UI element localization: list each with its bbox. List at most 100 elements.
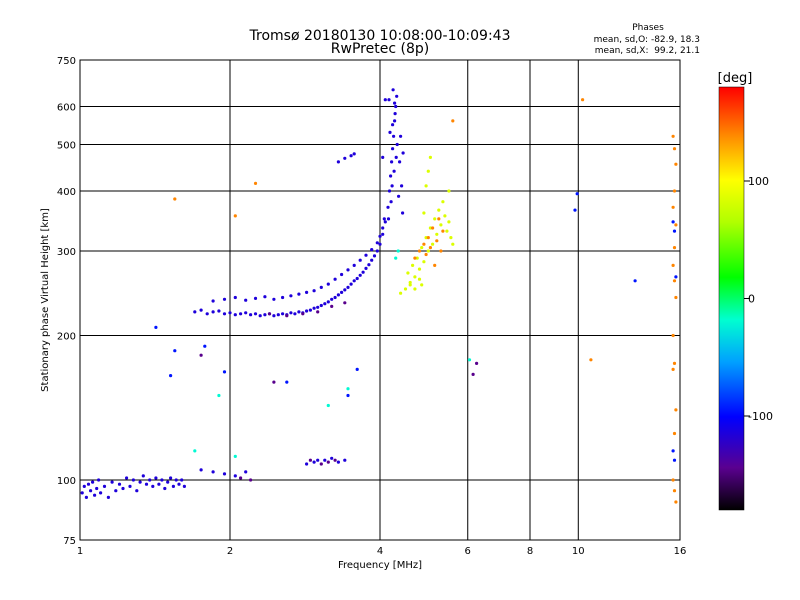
- data-point: [394, 104, 398, 109]
- data-point: [244, 470, 248, 474]
- data-point: [370, 258, 374, 262]
- data-point: [199, 353, 203, 357]
- data-point: [381, 155, 385, 159]
- data-point: [391, 123, 395, 127]
- data-point: [289, 294, 293, 298]
- colorbar-tick-label: 100: [748, 175, 769, 188]
- data-point: [451, 242, 455, 246]
- data-point: [399, 291, 403, 295]
- data-point: [386, 217, 391, 221]
- data-point: [422, 242, 426, 246]
- data-point: [475, 361, 479, 365]
- data-point: [233, 474, 237, 478]
- data-point: [114, 489, 118, 493]
- data-point: [343, 288, 347, 292]
- data-point: [424, 252, 428, 257]
- data-point: [180, 478, 184, 482]
- y-tick-label: 75: [63, 536, 76, 547]
- data-point: [417, 277, 422, 281]
- data-point: [671, 263, 675, 267]
- data-point: [575, 192, 579, 196]
- data-point: [340, 290, 344, 294]
- data-point: [386, 205, 390, 209]
- y-tick-label: 100: [57, 476, 76, 487]
- data-point: [372, 254, 377, 258]
- x-tick-label: 10: [572, 546, 585, 557]
- data-point: [403, 287, 408, 291]
- data-point: [349, 282, 353, 286]
- data-point: [89, 489, 93, 493]
- data-point: [352, 152, 356, 156]
- data-point: [398, 160, 402, 164]
- data-point: [281, 295, 285, 300]
- data-point: [392, 134, 396, 138]
- data-point: [408, 280, 412, 285]
- data-point: [390, 160, 394, 164]
- data-point: [439, 223, 443, 227]
- data-point: [417, 267, 422, 271]
- data-point: [401, 151, 405, 155]
- data-point: [263, 313, 267, 317]
- colorbar-tick-label: -100: [748, 410, 773, 423]
- data-point: [316, 305, 320, 309]
- data-point: [633, 279, 637, 283]
- data-point: [672, 246, 677, 250]
- data-point: [128, 484, 132, 488]
- data-point: [160, 478, 164, 482]
- data-point: [367, 263, 371, 267]
- data-point: [672, 279, 677, 283]
- data-points: [80, 88, 678, 504]
- data-point: [305, 290, 309, 294]
- colorbar-tick-label: 0: [748, 293, 755, 306]
- data-point: [422, 260, 426, 264]
- data-point: [173, 197, 177, 201]
- data-point: [445, 229, 449, 233]
- y-axis-label: Stationary phase Virtual Height [km]: [40, 208, 51, 392]
- data-point: [413, 256, 417, 260]
- data-point: [249, 478, 253, 482]
- data-point: [222, 312, 227, 316]
- data-point: [364, 253, 368, 257]
- data-point: [672, 361, 677, 365]
- data-point: [93, 493, 97, 497]
- data-point: [581, 98, 585, 102]
- data-point: [330, 297, 334, 301]
- data-point: [121, 486, 125, 491]
- data-point: [297, 292, 301, 296]
- data-point: [169, 374, 173, 378]
- data-point: [364, 266, 368, 270]
- data-point: [672, 431, 677, 436]
- data-point: [253, 296, 258, 300]
- data-point: [426, 249, 430, 253]
- data-point: [589, 358, 593, 362]
- data-point: [82, 484, 86, 488]
- data-point: [135, 489, 139, 493]
- data-point: [413, 287, 417, 291]
- data-point: [674, 295, 678, 300]
- x-tick-label: 8: [527, 546, 533, 557]
- data-point: [97, 478, 101, 482]
- data-point: [239, 476, 243, 480]
- data-point: [370, 248, 374, 252]
- y-tick-label: 300: [57, 247, 76, 258]
- data-point: [399, 134, 403, 138]
- data-point: [217, 393, 221, 398]
- x-tick-labels: 1 2 4 6 8 10 16: [77, 546, 687, 557]
- data-point: [312, 306, 316, 310]
- data-point: [131, 478, 135, 482]
- data-point: [99, 491, 103, 495]
- data-point: [387, 98, 391, 102]
- data-point: [422, 211, 426, 215]
- data-point: [326, 403, 330, 408]
- data-point: [301, 312, 305, 316]
- data-point: [249, 313, 253, 317]
- stats-line-o: mean, sd,O: -82.9, 18.3: [594, 35, 700, 45]
- data-point: [326, 282, 330, 286]
- data-point: [431, 226, 435, 230]
- data-point: [389, 200, 393, 204]
- data-point: [319, 285, 323, 289]
- data-point: [420, 246, 424, 250]
- x-tick-label: 1: [77, 546, 83, 557]
- data-point: [330, 304, 334, 308]
- x-tick-label: 6: [465, 546, 471, 557]
